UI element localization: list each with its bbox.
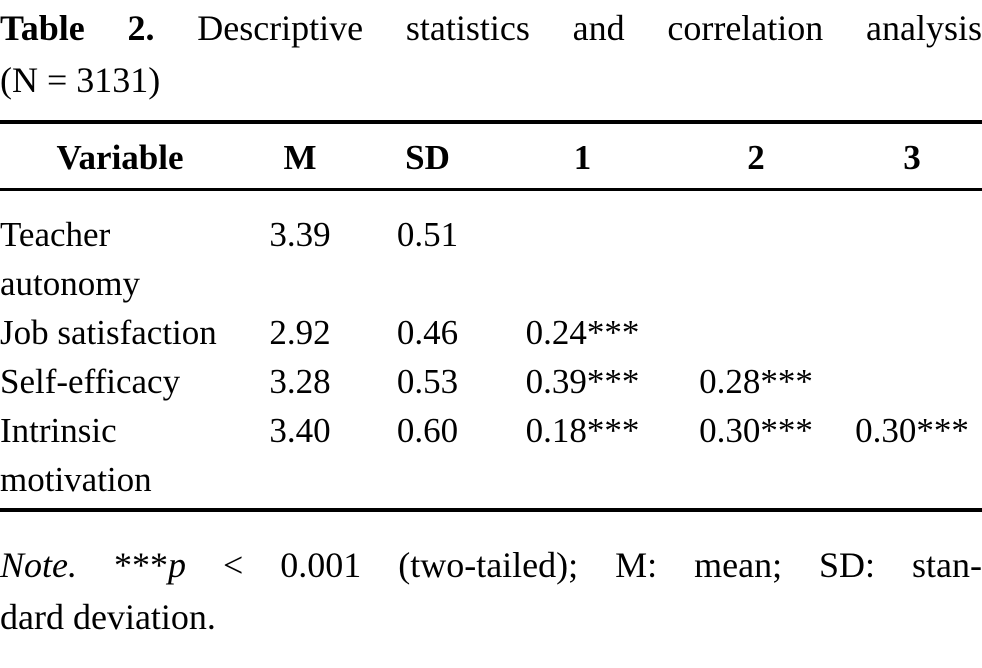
corr2-cell — [670, 190, 842, 309]
sd-cell: 0.46 — [396, 313, 459, 352]
note-significance-stars: *** — [113, 545, 168, 585]
note-line1: Note. ***p < 0.001 (two-tailed); M: mean… — [0, 539, 982, 591]
corr3-cell — [842, 190, 982, 309]
sd-cell: 0.53 — [396, 362, 459, 401]
caption-line1: Table 2. Descriptive statistics and corr… — [0, 2, 982, 54]
mean-cell: 3.40 — [269, 411, 331, 450]
table-row-intrinsic-motivation: Intrinsic motivation 3.40 0.60 0.18*** 0… — [0, 406, 982, 510]
table-row-teacher-autonomy: Teacher autonomy 3.39 0.51 — [0, 190, 982, 309]
table-row-job-satisfaction: Job satisfaction 2.92 0.46 0.24*** — [0, 308, 982, 357]
corr2-cell: 0.30*** — [699, 411, 813, 450]
column-header-3: 3 — [842, 122, 982, 191]
note-label: Note. — [0, 545, 77, 585]
mean-cell: 2.92 — [269, 313, 331, 352]
caption-sample-size: (N = 3131) — [0, 60, 161, 100]
caption-title: Descriptive statistics and correlation a… — [197, 8, 982, 48]
caption-label: Table 2. — [0, 8, 155, 48]
descriptive-statistics-table: Variable M SD 1 2 3 Teacher autonomy 3.3… — [0, 120, 982, 512]
mean-cell: 3.28 — [269, 362, 331, 401]
corr1-cell — [495, 190, 670, 309]
sd-cell: 0.51 — [396, 215, 459, 254]
column-header-variable: Variable — [0, 122, 240, 191]
table-body: Teacher autonomy 3.39 0.51 Job satisfact… — [0, 190, 982, 511]
corr1-cell: 0.18*** — [525, 411, 640, 450]
mean-cell: 3.39 — [269, 215, 331, 254]
variable-cell: Job satisfaction — [0, 313, 217, 352]
variable-cell: Self-efficacy — [0, 362, 181, 401]
header-row: Variable M SD 1 2 3 — [0, 122, 982, 191]
column-header-mean: M — [240, 122, 360, 191]
variable-cell: Teacher autonomy — [0, 215, 140, 303]
table-header: Variable M SD 1 2 3 — [0, 122, 982, 191]
corr3-cell — [842, 357, 982, 406]
note-significance-text: < 0.001 (two-tailed); M: mean; SD: stan- — [222, 545, 982, 585]
table-row-self-efficacy: Self-efficacy 3.28 0.53 0.39*** 0.28*** — [0, 357, 982, 406]
corr2-cell: 0.28*** — [699, 362, 813, 401]
variable-cell: Intrinsic motivation — [0, 411, 152, 499]
corr1-cell: 0.24*** — [525, 313, 640, 352]
note-p-symbol: p — [167, 545, 186, 585]
corr1-cell: 0.39*** — [525, 362, 640, 401]
table-caption: Table 2. Descriptive statistics and corr… — [0, 0, 982, 106]
table-note: Note. ***p < 0.001 (two-tailed); M: mean… — [0, 539, 982, 643]
corr3-cell: 0.30*** — [855, 411, 969, 450]
column-header-sd: SD — [360, 122, 495, 191]
column-header-2: 2 — [670, 122, 842, 191]
note-line2: dard deviation. — [0, 597, 216, 637]
sd-cell: 0.60 — [396, 411, 459, 450]
corr2-cell — [670, 308, 842, 357]
column-header-1: 1 — [495, 122, 670, 191]
corr3-cell — [842, 308, 982, 357]
